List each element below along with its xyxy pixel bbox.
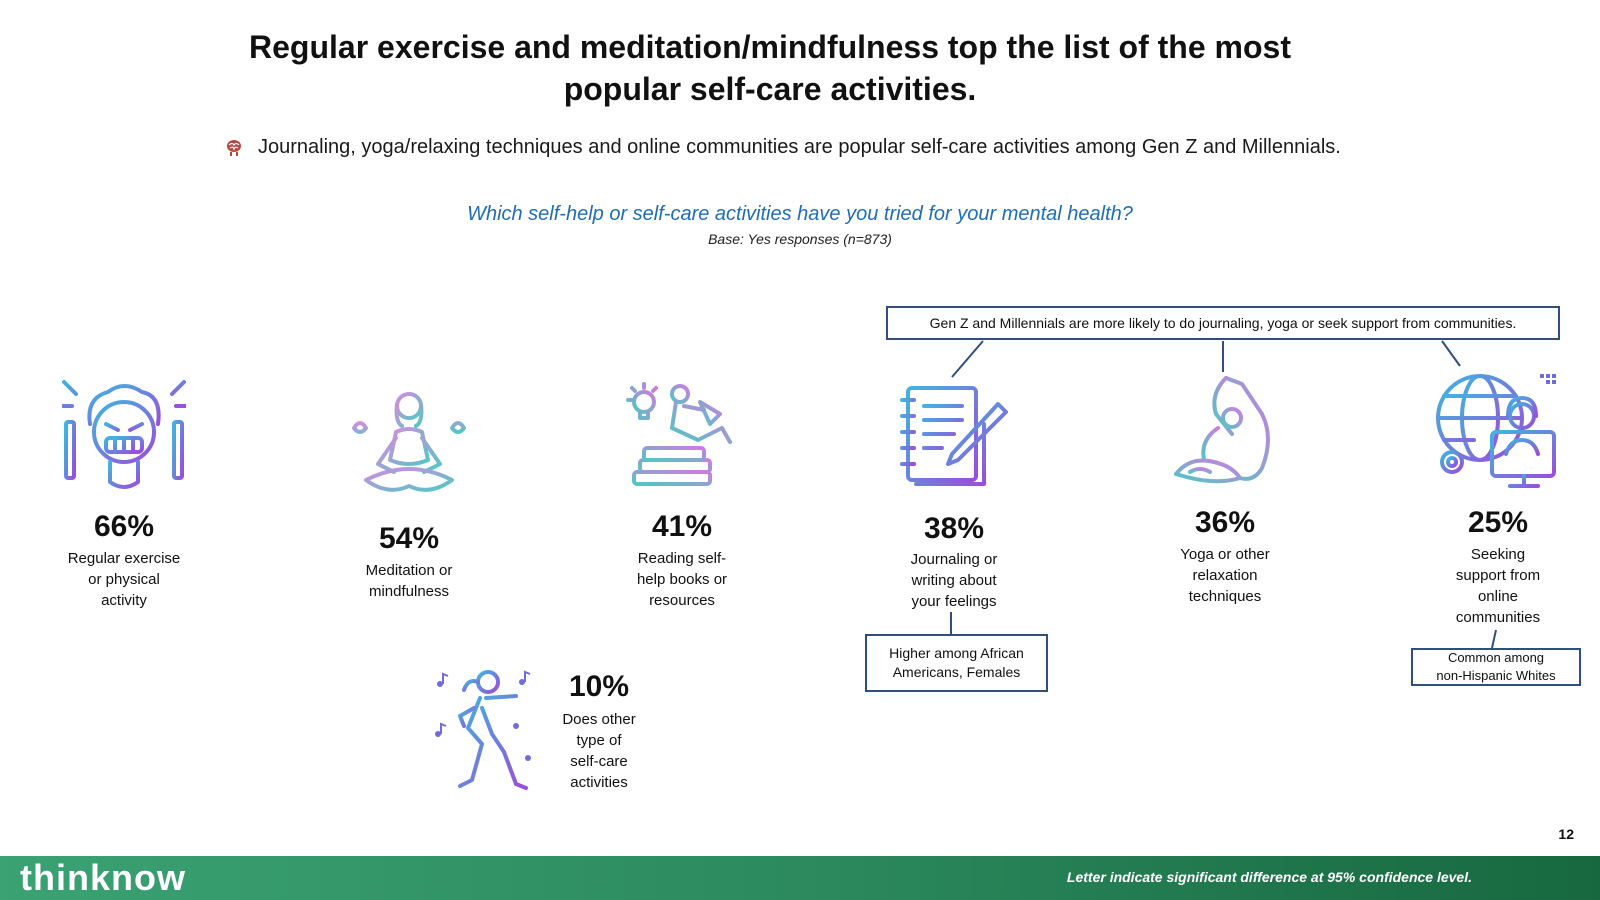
brain-icon (227, 139, 241, 156)
survey-base: Base: Yes responses (n=873) (708, 231, 892, 247)
activity-label: Regular exercise or physical activity (52, 548, 196, 611)
activity-label-line: Meditation or (365, 562, 453, 579)
activity-label-line: relaxation (1192, 567, 1258, 584)
activity-label: Journaling or writing about your feeling… (884, 549, 1024, 612)
activity-label: Seeking support from online communities (1428, 544, 1568, 628)
significance-footnote: Letter indicate significant difference a… (1066, 869, 1472, 885)
activity-label-line: activities (570, 774, 628, 791)
activity-label-line: Does other (562, 711, 636, 728)
activity-label-line: type of (576, 732, 622, 749)
key-finding-bullet: Journaling, yoga/relaxing techniques and… (224, 136, 1341, 159)
key-finding-text: Journaling, yoga/relaxing techniques and… (258, 136, 1341, 158)
survey-question: Which self-help or self-care activities … (467, 203, 1133, 225)
activity-label-line: your feelings (911, 593, 997, 610)
callout-online-line1: Common among (1447, 650, 1545, 665)
callout-journaling-demographics: Higher among African Americans, Females (865, 634, 1048, 692)
activity-label-line: Yoga or other (1180, 546, 1270, 563)
exercise-weightlifting-icon (62, 380, 186, 489)
activity-label: Reading self- help books or resources (612, 548, 752, 611)
activity-percent: 66% (93, 510, 155, 543)
callout-online-demographics: Common among non-Hispanic Whites (1411, 648, 1581, 686)
activity-label-line: or physical (88, 571, 160, 588)
activity-label-line: writing about (911, 572, 997, 589)
activity-label-line: self-care (570, 753, 628, 770)
callout-journaling-line1: Higher among African (889, 645, 1024, 661)
activity-percent: 25% (1467, 506, 1529, 539)
activity-percent: 38% (923, 512, 985, 545)
meditation-icon (352, 392, 466, 492)
activity-percent: 54% (378, 522, 440, 555)
activity-percent: 36% (1194, 506, 1256, 539)
online-support-globe-icon (1436, 374, 1556, 488)
yoga-pose-icon (1174, 376, 1270, 484)
activity-percent: 10% (568, 670, 630, 703)
activity-label-line: online (1477, 588, 1519, 605)
activity-label-line: Regular exercise (67, 550, 181, 567)
brand-logo: thinknow (20, 857, 186, 898)
activity-label-line: Journaling or (910, 551, 998, 568)
activity-percent: 41% (651, 510, 713, 543)
activity-label-line: Reading self- (637, 550, 727, 567)
activity-label-line: activity (101, 592, 147, 609)
dancing-music-icon (435, 670, 531, 790)
reading-books-icon (626, 382, 732, 486)
activity-label-line: help books or (636, 571, 728, 588)
page-number: 12 (1558, 826, 1574, 842)
activity-label-line: Seeking (1470, 546, 1526, 563)
activity-label: Meditation or mindfulness (339, 560, 479, 602)
activity-label-line: mindfulness (368, 583, 450, 600)
activity-label-line: resources (649, 592, 715, 609)
slide-title-line1: Regular exercise and meditation/mindfuln… (249, 29, 1291, 65)
slide-title: Regular exercise and meditation/mindfuln… (150, 26, 1390, 110)
callout-gen-z-millennials: Gen Z and Millennials are more likely to… (886, 306, 1560, 340)
footer-bar: thinknow Letter indicate significant dif… (0, 856, 1600, 900)
callout-journaling-line2: Americans, Females (892, 664, 1021, 680)
activity-label: Yoga or other relaxation techniques (1155, 544, 1295, 607)
activity-label-line: communities (1455, 609, 1541, 626)
callout-online-line2: non-Hispanic Whites (1436, 668, 1556, 683)
activity-label: Does other type of self-care activities (534, 709, 664, 793)
activity-label-line: support from (1455, 567, 1541, 584)
journal-notebook-icon (900, 386, 1008, 486)
slide-title-line2: popular self-care activities. (563, 71, 977, 107)
activity-label-line: techniques (1188, 588, 1262, 605)
